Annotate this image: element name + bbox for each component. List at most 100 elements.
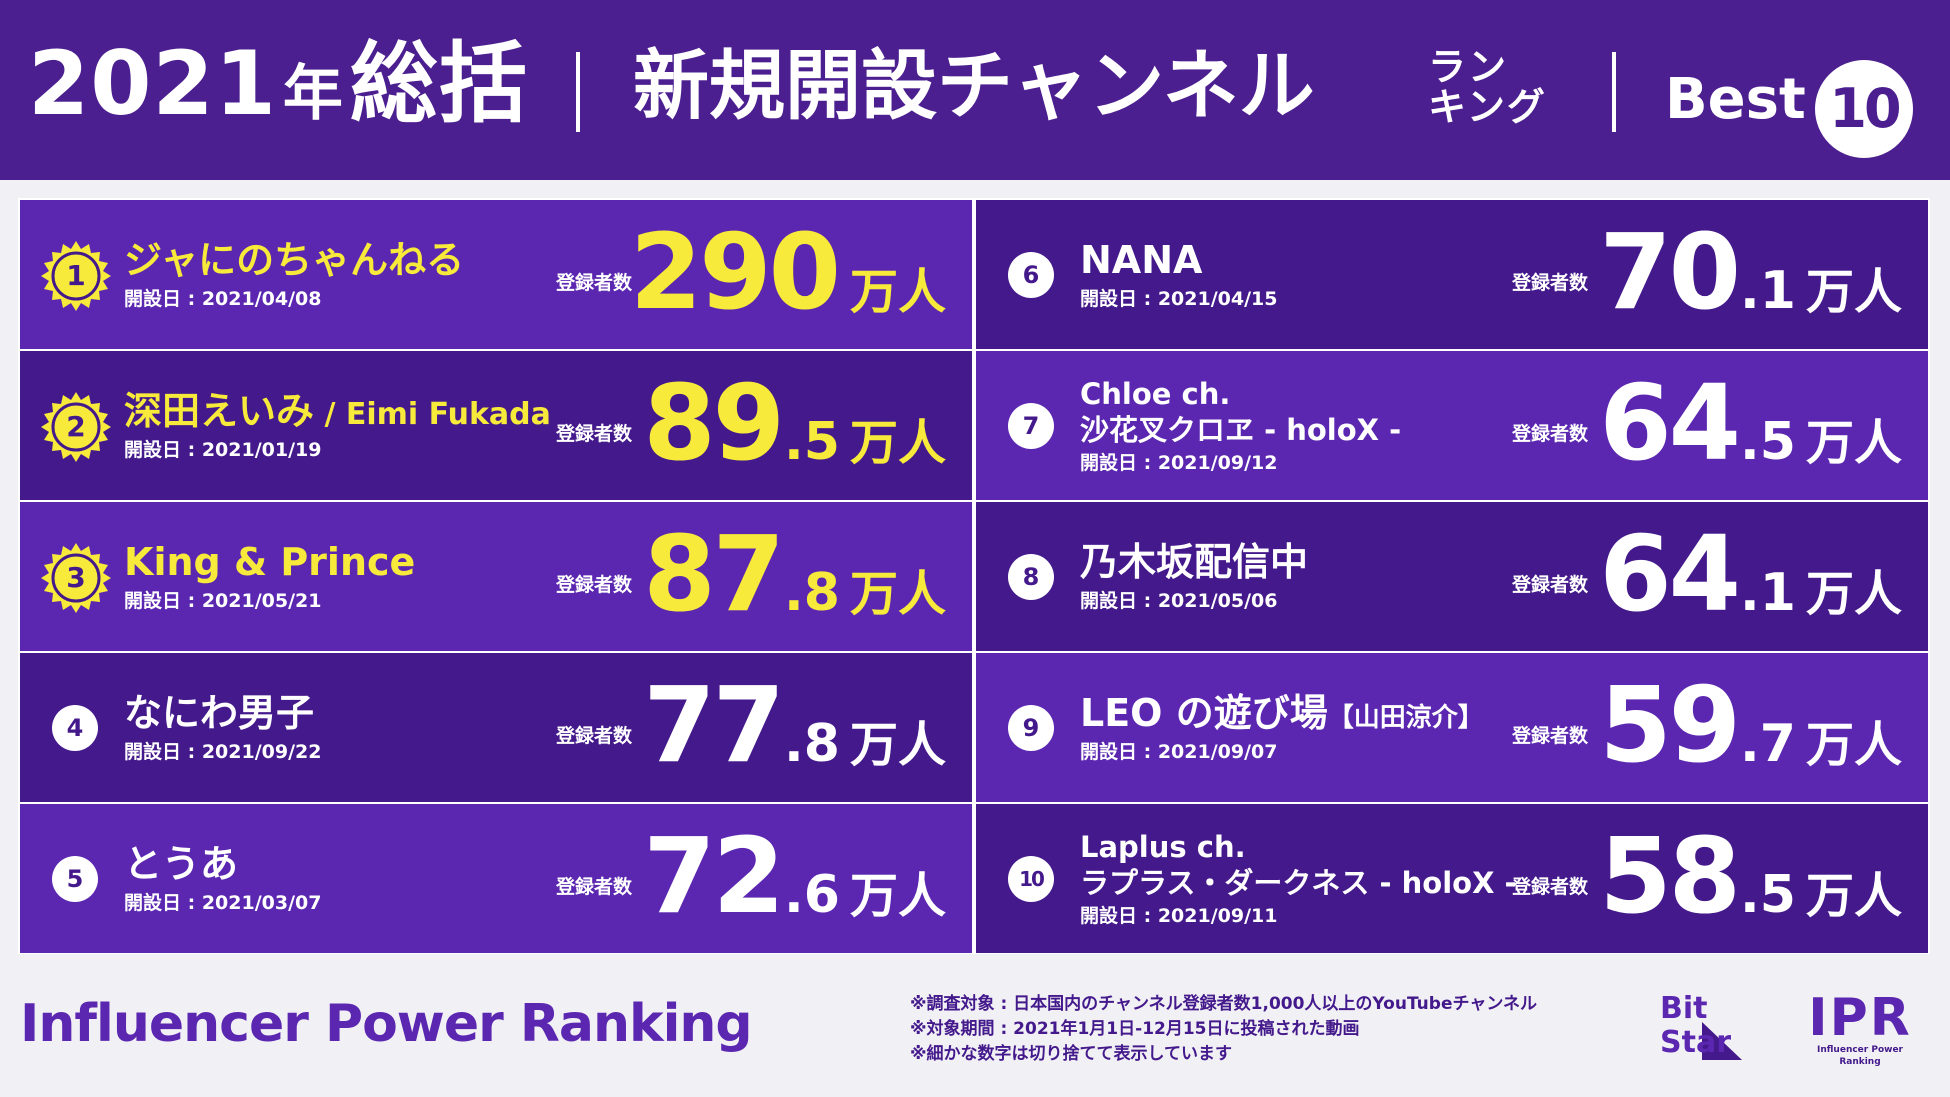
channel-info: とうあ 開設日 : 2021/03/07 (124, 804, 594, 953)
ranking-card: 9 LEO の遊び場【山田涼介】 開設日 : 2021/09/07 登録者数 5… (976, 653, 1928, 802)
count-decimal: .8 (784, 563, 840, 623)
count-decimal: .8 (784, 714, 840, 774)
count-decimal: .6 (784, 865, 840, 925)
ranking-card: 5 とうあ 開設日 : 2021/03/07 登録者数 72.6 万人 (20, 804, 972, 953)
channel-name-sub: 【山田涼介】 (1327, 703, 1484, 734)
count-unit: 万人 (849, 566, 946, 622)
channel-date: 開設日 : 2021/09/12 (1080, 452, 1278, 475)
count-decimal: .5 (784, 412, 840, 472)
header-ranking: ラン キング (1428, 45, 1568, 128)
ranking-card: 4 なにわ男子 開設日 : 2021/09/22 登録者数 77.8 万人 (20, 653, 972, 802)
count-integer: 290 (629, 211, 841, 333)
count-unit: 万人 (849, 415, 946, 471)
subs-label: 登録者数 (556, 272, 633, 294)
subs-label: 登録者数 (556, 725, 633, 747)
header-year-summary: 2021 年総括 (28, 40, 528, 128)
channel-name: とうあ (124, 842, 239, 887)
count-integer: 77 (643, 664, 785, 786)
channel-date: 開設日 : 2021/09/22 (124, 740, 322, 763)
count-unit: 万人 (1805, 717, 1902, 773)
footer-notes: ※調査対象 : 日本国内のチャンネル登録者数1,000人以上のYouTubeチャ… (910, 992, 1537, 1067)
count-decimal: .1 (1740, 261, 1796, 321)
subs-label: 登録者数 (1512, 272, 1589, 294)
count-integer: 59 (1599, 664, 1741, 786)
subscriber-count: 87.8 万人 (643, 522, 946, 632)
subs-label: 登録者数 (1512, 423, 1589, 445)
header-divider (576, 52, 580, 132)
header-title: 新規開設チャンネル (633, 41, 1315, 130)
header-ranking-line1: ラン (1428, 45, 1509, 89)
sun-badge-icon: 3 (40, 542, 112, 614)
channel-name-main: 深田えいみ (124, 389, 315, 434)
channel-info: LEO の遊び場【山田涼介】 開設日 : 2021/09/07 (1080, 653, 1550, 802)
channel-name-sub: / Eimi Fukada (314, 397, 551, 433)
rank-circle-icon: 6 (1008, 252, 1054, 298)
rank-circle-icon: 10 (1008, 856, 1054, 902)
header-best-number: 10 (1815, 60, 1913, 158)
header-banner: 2021 年総括 新規開設チャンネル ラン キング Best 10 (0, 0, 1950, 180)
ipr-logo-text: Influencer Power Ranking (1817, 1045, 1903, 1067)
ranking-card: 3 King & Prince 開設日 : 2021/05/21 登録者数 87… (20, 502, 972, 651)
channel-name-line1: Laplus ch. (1080, 829, 1246, 864)
channel-info: ジャにのちゃんねる 開設日 : 2021/04/08 (124, 200, 594, 349)
channel-name: LEO の遊び場【山田涼介】 (1080, 691, 1550, 737)
channel-date: 開設日 : 2021/05/21 (124, 589, 322, 612)
count-decimal: .7 (1740, 714, 1796, 774)
rank-circle-icon: 9 (1008, 705, 1054, 751)
count-unit: 万人 (1805, 415, 1902, 471)
channel-date: 開設日 : 2021/05/06 (1080, 589, 1278, 612)
channel-info: NANA 開設日 : 2021/04/15 (1080, 200, 1550, 349)
count-unit: 万人 (1805, 566, 1902, 622)
count-decimal: .5 (1740, 865, 1796, 925)
rank-number: 3 (66, 561, 86, 594)
subs-label: 登録者数 (556, 574, 633, 596)
subscriber-count: 72.6 万人 (643, 824, 946, 934)
footer-brand: Influencer Power Ranking (20, 994, 753, 1054)
subscriber-count: 64.5 万人 (1599, 371, 1902, 481)
header-year: 2021 (28, 32, 277, 135)
subs-label: 登録者数 (1512, 876, 1589, 898)
sun-badge-icon: 1 (40, 240, 112, 312)
channel-info: King & Prince 開設日 : 2021/05/21 (124, 502, 594, 651)
ranking-card: 7 Chloe ch. 沙花叉クロヱ - holoX - 開設日 : 2021/… (976, 351, 1928, 500)
channel-name-line1: Chloe ch. (1080, 376, 1231, 411)
ranking-card: 10 Laplus ch. ラプラス・ダークネス - holoX - 開設日 :… (976, 804, 1928, 953)
channel-name: 乃木坂配信中 (1080, 540, 1309, 585)
subs-label: 登録者数 (556, 876, 633, 898)
channel-name: 深田えいみ / Eimi Fukada (124, 389, 594, 435)
channel-date: 開設日 : 2021/03/07 (124, 891, 322, 914)
footer-note: ※対象期間 : 2021年1月1日-12月15日に投稿された動画 (910, 1019, 1360, 1039)
subscriber-count: 58.5 万人 (1599, 824, 1902, 934)
rank-circle-icon: 7 (1008, 403, 1054, 449)
bitstar-logo-icon: Bit Star (1658, 988, 1742, 1060)
rank-circle-icon: 5 (52, 856, 98, 902)
ranking-card: 6 NANA 開設日 : 2021/04/15 登録者数 70.1 万人 (976, 200, 1928, 349)
header-year-suffix: 年 (282, 59, 344, 129)
rank-number: 1 (66, 259, 86, 292)
subscriber-count: 290 万人 (630, 220, 946, 330)
channel-info: Chloe ch. 沙花叉クロヱ - holoX - 開設日 : 2021/09… (1080, 351, 1550, 500)
channel-date: 開設日 : 2021/04/08 (124, 287, 322, 310)
count-unit: 万人 (1805, 264, 1902, 320)
count-decimal: .5 (1740, 412, 1796, 472)
ipr-logo-mark: IPR (1808, 988, 1912, 1048)
channel-info: 深田えいみ / Eimi Fukada 開設日 : 2021/01/19 (124, 351, 594, 500)
channel-info: 乃木坂配信中 開設日 : 2021/05/06 (1080, 502, 1550, 651)
sun-badge-icon: 2 (40, 391, 112, 463)
rank-number: 2 (66, 410, 86, 443)
channel-name: ジャにのちゃんねる (124, 238, 465, 283)
rank-circle-icon: 8 (1008, 554, 1054, 600)
subscriber-count: 70.1 万人 (1599, 220, 1902, 330)
channel-date: 開設日 : 2021/04/15 (1080, 287, 1278, 310)
subscriber-count: 64.1 万人 (1599, 522, 1902, 632)
header-divider (1612, 52, 1616, 132)
ranking-card: 8 乃木坂配信中 開設日 : 2021/05/06 登録者数 64.1 万人 (976, 502, 1928, 651)
ipr-logo-icon: IPR Influencer Power Ranking (1800, 988, 1920, 1067)
count-unit: 万人 (1805, 868, 1902, 924)
count-integer: 64 (1599, 362, 1741, 484)
count-unit: 万人 (849, 868, 946, 924)
count-integer: 87 (643, 513, 785, 635)
ranking-card: 2 深田えいみ / Eimi Fukada 開設日 : 2021/01/19 登… (20, 351, 972, 500)
subs-label: 登録者数 (1512, 574, 1589, 596)
count-unit: 万人 (849, 717, 946, 773)
